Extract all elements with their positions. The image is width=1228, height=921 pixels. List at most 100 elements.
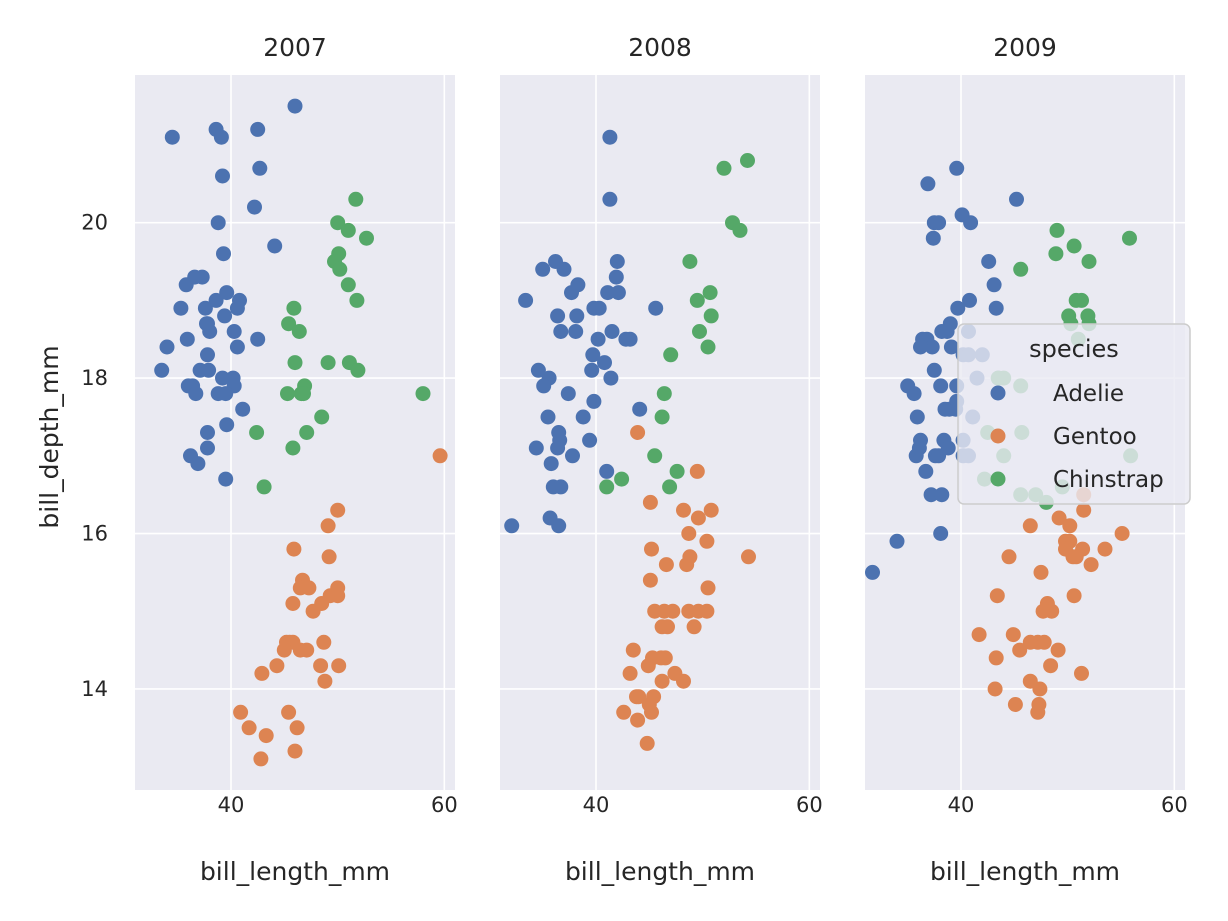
point-chinstrap <box>340 277 356 293</box>
point-adelie <box>889 533 905 549</box>
point-gentoo <box>1001 549 1017 565</box>
legend-marker-gentoo <box>990 428 1006 444</box>
point-gentoo <box>253 751 269 767</box>
point-chinstrap <box>330 215 346 231</box>
point-gentoo <box>299 642 315 658</box>
point-adelie <box>229 300 245 316</box>
point-gentoo <box>630 425 646 440</box>
point-gentoo <box>254 665 270 681</box>
legend-frame <box>957 323 1191 505</box>
point-adelie <box>648 300 664 316</box>
point-adelie <box>247 199 262 215</box>
point-chinstrap <box>340 222 356 238</box>
point-adelie <box>553 479 569 495</box>
x-axis-title: bill_length_mm <box>930 857 1120 886</box>
point-gentoo <box>971 627 987 643</box>
point-adelie <box>937 401 953 417</box>
point-adelie <box>911 440 927 456</box>
point-gentoo <box>989 588 1005 604</box>
point-gentoo <box>641 697 657 712</box>
point-chinstrap <box>662 479 678 495</box>
point-adelie <box>602 191 618 207</box>
point-adelie <box>536 378 552 394</box>
point-adelie <box>934 487 950 503</box>
plot-area <box>135 75 455 790</box>
point-adelie <box>569 308 585 324</box>
point-chinstrap <box>716 160 732 176</box>
point-chinstrap <box>703 308 719 324</box>
point-gentoo <box>640 658 656 674</box>
point-adelie <box>216 246 231 262</box>
point-adelie <box>585 347 601 363</box>
point-gentoo <box>285 596 301 611</box>
point-chinstrap <box>314 409 330 425</box>
point-adelie <box>603 370 619 386</box>
point-chinstrap <box>320 355 336 371</box>
point-gentoo <box>331 658 347 674</box>
point-chinstrap <box>656 386 672 402</box>
point-adelie <box>235 401 251 417</box>
point-gentoo <box>301 580 317 596</box>
point-adelie <box>602 129 618 145</box>
point-gentoo <box>660 619 675 635</box>
point-adelie <box>988 300 1004 316</box>
point-chinstrap <box>1049 222 1065 238</box>
point-chinstrap <box>669 463 685 479</box>
point-adelie <box>226 324 242 339</box>
legend-marker-adelie <box>990 385 1006 401</box>
point-gentoo <box>287 743 303 759</box>
point-gentoo <box>1043 658 1059 674</box>
point-gentoo <box>616 704 632 720</box>
point-gentoo <box>1022 634 1038 650</box>
point-chinstrap <box>663 347 679 363</box>
point-chinstrap <box>700 339 716 355</box>
x-tick-label: 40 <box>218 793 245 817</box>
point-gentoo <box>1097 541 1113 557</box>
point-gentoo <box>654 673 670 689</box>
point-adelie <box>913 339 928 355</box>
x-tick-label: 60 <box>796 793 823 817</box>
point-gentoo <box>676 502 691 518</box>
point-gentoo <box>699 533 715 549</box>
point-chinstrap <box>740 153 755 168</box>
point-gentoo <box>679 557 695 573</box>
point-adelie <box>208 292 224 308</box>
point-adelie <box>591 300 607 316</box>
point-adelie <box>584 362 600 378</box>
point-chinstrap <box>332 261 348 277</box>
point-adelie <box>199 316 214 332</box>
point-adelie <box>200 347 215 363</box>
point-adelie <box>926 362 942 378</box>
y-axis-title: bill_depth_mm <box>35 345 64 528</box>
point-gentoo <box>657 650 673 666</box>
point-gentoo <box>233 704 249 720</box>
point-adelie <box>981 254 997 269</box>
point-chinstrap <box>689 292 705 308</box>
point-adelie <box>201 362 217 378</box>
point-adelie <box>543 456 559 472</box>
point-adelie <box>565 448 580 464</box>
point-adelie <box>586 393 602 409</box>
y-tick-label: 18 <box>81 366 108 390</box>
point-adelie <box>229 339 245 355</box>
point-adelie <box>923 487 939 503</box>
point-gentoo <box>658 557 674 573</box>
point-adelie <box>200 440 215 456</box>
point-adelie <box>582 432 598 448</box>
point-gentoo <box>1005 627 1021 643</box>
point-adelie <box>962 292 977 308</box>
point-adelie <box>219 417 235 433</box>
point-adelie <box>218 386 234 402</box>
point-adelie <box>925 230 941 246</box>
point-gentoo <box>269 658 285 674</box>
point-gentoo <box>1022 518 1038 534</box>
point-adelie <box>213 129 229 145</box>
point-adelie <box>197 300 213 316</box>
x-tick-label: 60 <box>431 793 458 817</box>
point-chinstrap <box>285 440 301 456</box>
point-adelie <box>943 339 959 355</box>
point-chinstrap <box>249 425 265 440</box>
panel-2007: 40 60 14 16 18 20 2007 bill_length_mm <box>81 33 457 886</box>
x-axis-title: bill_length_mm <box>565 857 755 886</box>
point-gentoo <box>258 728 274 744</box>
